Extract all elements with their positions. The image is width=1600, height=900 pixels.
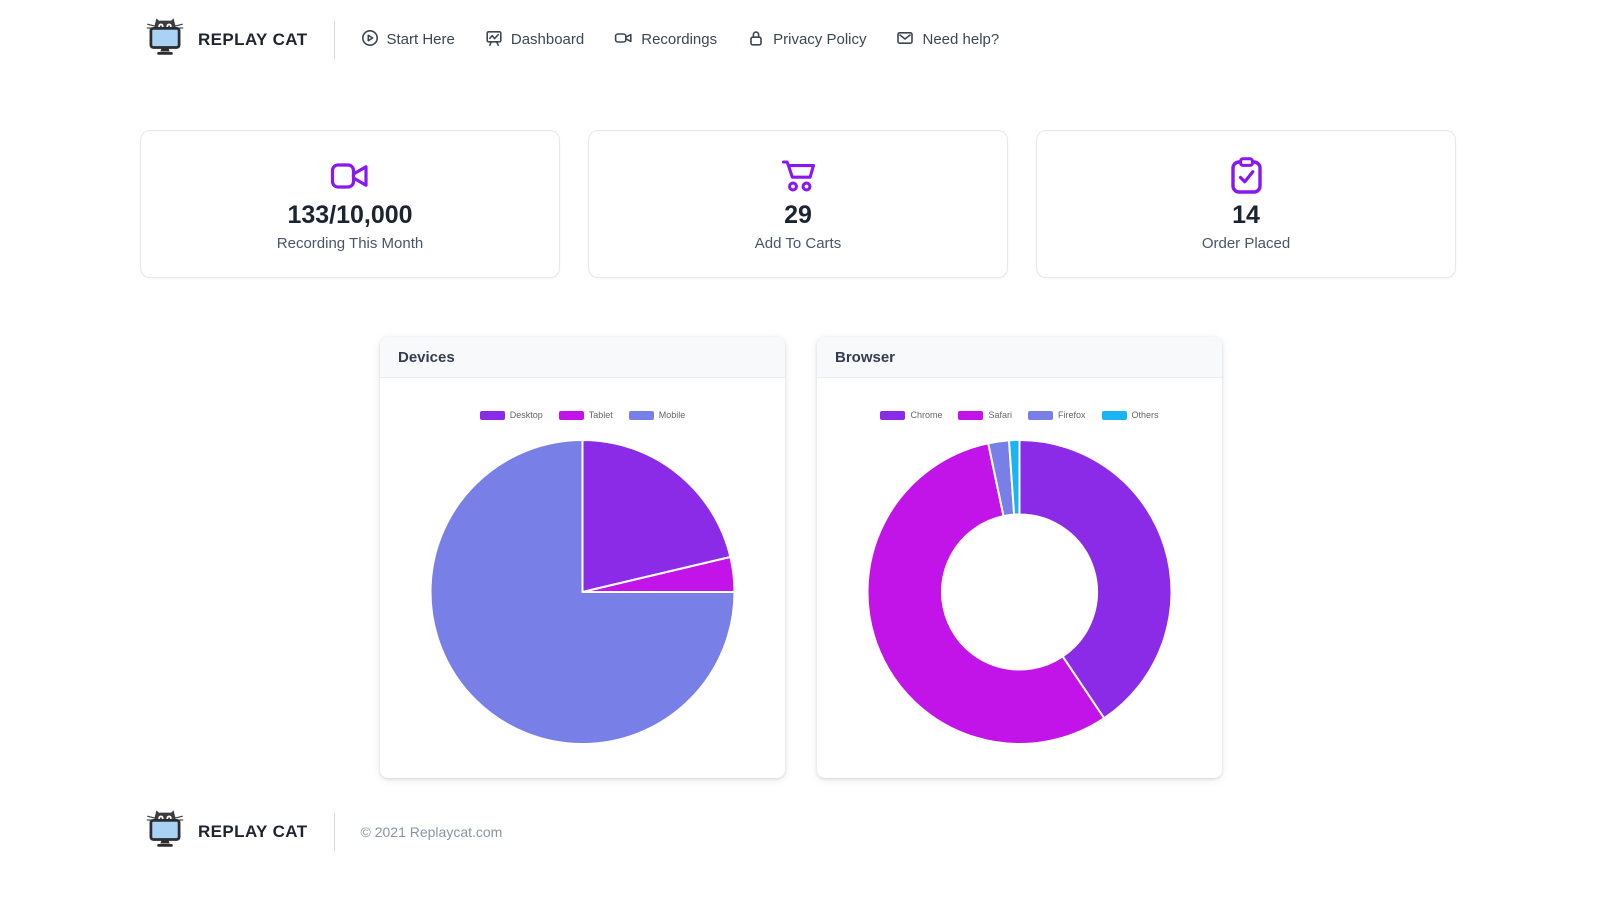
play-circle-icon xyxy=(361,29,379,51)
stat-card-orders: 14 Order Placed xyxy=(1036,130,1456,278)
donut-slice-chrome[interactable] xyxy=(1018,439,1173,720)
legend-item-desktop[interactable]: Desktop xyxy=(479,410,543,420)
stat-value: 14 xyxy=(1232,201,1260,230)
donut-slice-others[interactable] xyxy=(1008,439,1021,516)
lock-icon xyxy=(747,29,765,51)
nav-item-label: Need help? xyxy=(922,31,1000,48)
legend-item-others[interactable]: Others xyxy=(1101,410,1159,420)
stat-label: Recording This Month xyxy=(276,234,424,252)
charts-row: Devices Desktop Tablet Mobile Browser Chro… xyxy=(380,337,1222,778)
top-navigation: REPLAY CAT Start Here Dashboard xyxy=(145,16,999,63)
nav-divider xyxy=(333,20,335,59)
brand-name: REPLAY CAT xyxy=(198,29,308,49)
brand: REPLAY CAT xyxy=(145,16,308,63)
stat-card-add-to-carts: 29 Add To Carts xyxy=(588,130,1008,278)
legend-label: Others xyxy=(1131,410,1159,420)
browser-chart-body: Chrome Safari Firefox Others xyxy=(817,378,1222,752)
nav-item-recordings[interactable]: Recordings xyxy=(614,29,717,51)
legend-swatch xyxy=(1028,410,1053,420)
devices-chart-body: Desktop Tablet Mobile xyxy=(380,378,785,752)
donut-slice-safari[interactable] xyxy=(866,442,1106,745)
chart-title: Browser xyxy=(817,337,1222,378)
legend-label: Safari xyxy=(988,410,1012,420)
stat-card-recordings: 133/10,000 Recording This Month xyxy=(140,130,560,278)
clipboard-check-icon xyxy=(1230,156,1263,196)
cat-on-monitor-icon xyxy=(145,16,185,63)
chart-title: Devices xyxy=(380,337,785,378)
footer: REPLAY CAT © 2021 Replaycat.com xyxy=(145,808,502,855)
envelope-icon xyxy=(896,29,914,51)
legend-item-safari[interactable]: Safari xyxy=(958,410,1012,420)
nav-item-label: Start Here xyxy=(386,31,455,48)
legend-item-firefox[interactable]: Firefox xyxy=(1028,410,1086,420)
stat-value: 133/10,000 xyxy=(287,201,413,230)
stat-label: Add To Carts xyxy=(754,234,842,252)
nav-item-label: Recordings xyxy=(641,31,718,48)
footer-divider xyxy=(333,812,335,851)
legend-label: Mobile xyxy=(658,410,686,420)
chart-legend: Desktop Tablet Mobile xyxy=(380,408,785,422)
nav-item-dashboard[interactable]: Dashboard xyxy=(485,29,584,51)
video-camera-icon xyxy=(330,156,370,196)
devices-pie-chart xyxy=(429,439,736,745)
pie-slice-mobile[interactable] xyxy=(429,439,736,745)
legend-label: Desktop xyxy=(509,410,543,420)
nav-item-label: Dashboard xyxy=(510,31,585,48)
legend-item-chrome[interactable]: Chrome xyxy=(880,410,942,420)
legend-swatch xyxy=(479,410,505,420)
legend-label: Firefox xyxy=(1058,410,1086,420)
footer-brand-name: REPLAY CAT xyxy=(198,821,308,841)
legend-swatch xyxy=(628,410,654,420)
stat-value: 29 xyxy=(784,201,812,230)
legend-label: Chrome xyxy=(910,410,943,420)
footer-brand: REPLAY CAT xyxy=(145,808,308,855)
nav-links: Start Here Dashboard Recordings xyxy=(361,29,999,51)
nav-item-need-help[interactable]: Need help? xyxy=(896,29,999,51)
presentation-chart-icon xyxy=(485,29,503,51)
video-camera-icon xyxy=(614,29,633,51)
legend-swatch xyxy=(958,410,984,420)
pie-slice-desktop[interactable] xyxy=(581,439,732,593)
copyright-text: © 2021 Replaycat.com xyxy=(360,823,503,840)
legend-item-tablet[interactable]: Tablet xyxy=(558,410,613,420)
browser-donut-chart xyxy=(866,439,1173,745)
nav-item-label: Privacy Policy xyxy=(773,31,867,48)
chart-legend: Chrome Safari Firefox Others xyxy=(817,408,1222,422)
legend-swatch xyxy=(880,410,906,420)
shopping-cart-icon xyxy=(780,156,817,196)
nav-item-start-here[interactable]: Start Here xyxy=(361,29,455,51)
nav-item-privacy-policy[interactable]: Privacy Policy xyxy=(747,29,866,51)
legend-swatch xyxy=(558,410,584,420)
legend-item-mobile[interactable]: Mobile xyxy=(628,410,686,420)
stat-label: Order Placed xyxy=(1201,234,1291,252)
legend-label: Tablet xyxy=(588,410,613,420)
devices-chart-card: Devices Desktop Tablet Mobile xyxy=(380,337,785,778)
legend-swatch xyxy=(1101,410,1127,420)
stats-row: 133/10,000 Recording This Month 29 Add T… xyxy=(140,130,1456,278)
cat-on-monitor-icon xyxy=(145,808,185,855)
browser-chart-card: Browser Chrome Safari Firefox Others xyxy=(817,337,1222,778)
